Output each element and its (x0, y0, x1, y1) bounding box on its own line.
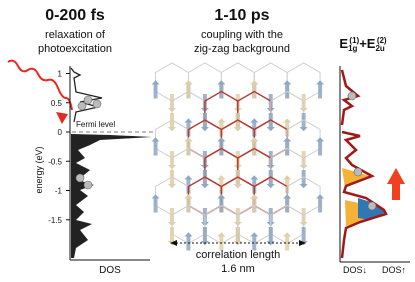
panel-title: E1g(1)+E2u(2) (339, 36, 387, 53)
atom-arrowhead (168, 127, 176, 132)
electron (347, 91, 357, 101)
y-tick-label: 0 (58, 128, 63, 137)
dos-fill-yellow (342, 168, 370, 188)
y-tick-label: 0.5 (51, 99, 63, 108)
atom-arrowhead (184, 118, 193, 123)
atom-arrowhead (184, 194, 193, 199)
title-part: (1) (349, 36, 359, 45)
y-tick-label: -1 (55, 187, 63, 196)
atom-arrowhead (299, 127, 308, 132)
atom-arrowhead (250, 80, 259, 85)
title-part: + (359, 36, 367, 51)
scale-label: correlation length (196, 249, 280, 261)
photon-wave (7, 59, 73, 111)
atom-arrowhead (250, 194, 259, 199)
atom-arrowhead (184, 175, 193, 180)
atom-arrowhead (217, 80, 226, 85)
dos-curve (340, 69, 361, 126)
electron (75, 173, 85, 183)
atom-arrowhead (168, 184, 176, 189)
dos-curve (340, 130, 388, 259)
atom-arrowhead (316, 80, 325, 85)
atom-arrowhead (283, 118, 292, 123)
atom-arrowhead (266, 127, 275, 132)
atom-arrowhead (299, 184, 308, 189)
atom-arrowhead (283, 232, 292, 237)
panel-title: 1-10 ps (214, 7, 269, 24)
atom-arrowhead (217, 194, 226, 199)
atom-arrowhead (233, 127, 242, 132)
atom-arrowhead (151, 194, 160, 199)
panel-title: 0-200 fs (45, 7, 105, 24)
x-axis-label: DOS↑ (382, 265, 406, 275)
atom-arrowhead (217, 118, 226, 123)
atom-arrowhead (250, 118, 259, 123)
atom-arrowhead (250, 137, 259, 142)
electron (92, 99, 102, 109)
atom-arrowhead (151, 80, 160, 85)
atom-arrowhead (233, 184, 242, 189)
y-tick-label: -0.5 (48, 157, 62, 166)
atom-arrowhead (217, 175, 226, 180)
x-axis-label: DOS↓ (343, 265, 367, 275)
atom-arrowhead (184, 232, 193, 237)
atom-arrowhead (151, 137, 160, 142)
atom-arrowhead (283, 175, 292, 180)
y-tick-label: -1.5 (48, 216, 62, 225)
photon-arrowhead (56, 112, 68, 124)
atom-arrowhead (184, 137, 193, 142)
atom-arrowhead (316, 194, 325, 199)
title-part: (2) (377, 36, 387, 45)
atom-arrowhead (217, 232, 226, 237)
atom-arrowhead (316, 137, 325, 142)
scale-label: 1.6 nm (221, 263, 255, 275)
atom-arrowhead (283, 194, 292, 199)
panel-subtitle: relaxation of (45, 29, 106, 41)
fermi-label: Fermi level (76, 120, 115, 129)
atom-arrowhead (283, 137, 292, 142)
title-part: E (367, 36, 376, 51)
atom-arrowhead (250, 232, 259, 237)
dos-filled (71, 134, 152, 258)
y-tick-label: 1 (58, 70, 63, 79)
title-part: E (339, 36, 348, 51)
title-part: 1g (348, 44, 357, 53)
title-part: 2u (375, 44, 384, 53)
electron (353, 167, 363, 177)
atom-arrowhead (184, 80, 193, 85)
electron (83, 180, 93, 190)
atom-arrowhead (283, 80, 292, 85)
electron (367, 201, 377, 211)
dos-occupied-upper (70, 67, 103, 123)
atom-arrowhead (250, 175, 259, 180)
panel-subtitle: zig-zag background (194, 43, 290, 55)
scale-arrowhead (170, 240, 177, 246)
y-axis-label: energy (eV) (34, 146, 44, 193)
electron (77, 101, 87, 111)
atom-arrowhead (266, 184, 275, 189)
atom-arrowhead (266, 241, 275, 246)
shift-arrow (387, 168, 405, 200)
atom-arrowhead (200, 127, 209, 132)
panel-subtitle: photoexcitation (38, 43, 112, 55)
scale-arrowhead (299, 240, 306, 246)
x-axis-label: DOS (99, 265, 121, 276)
atom-arrowhead (200, 184, 209, 189)
panel-subtitle: coupling with the (201, 29, 283, 41)
electron (83, 95, 93, 105)
atom-arrowhead (217, 137, 226, 142)
